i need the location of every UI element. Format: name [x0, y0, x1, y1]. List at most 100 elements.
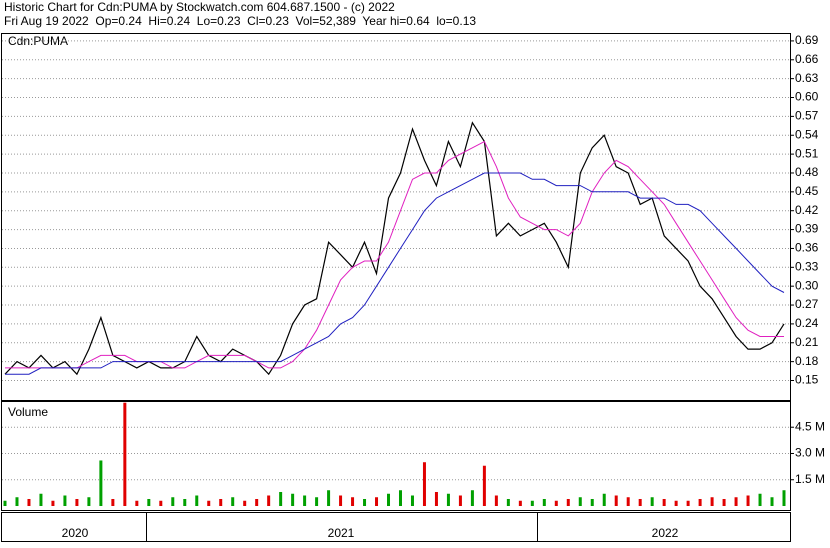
y-tick-label: 0.27: [795, 297, 819, 311]
volume-bar: [267, 495, 271, 506]
volume-bar: [626, 497, 630, 506]
volume-bar: [351, 497, 355, 506]
chart-title: Historic Chart for Cdn:PUMA by Stockwatc…: [4, 0, 395, 14]
y-tick-label: 0.15: [795, 373, 819, 387]
volume-bar: [63, 495, 67, 506]
y-tick-label: 0.36: [795, 241, 819, 255]
volume-bar: [458, 495, 462, 506]
volume-bar: [614, 495, 618, 506]
volume-bar: [518, 500, 522, 506]
y-tick-label: 0.18: [795, 354, 819, 368]
volume-bar: [159, 500, 163, 506]
date-axis: [1, 512, 791, 542]
volume-bar: [27, 498, 31, 506]
volume-bar: [722, 498, 726, 506]
quote-line: Fri Aug 19 2022 Op=0.24 Hi=0.24 Lo=0.23 …: [4, 14, 476, 28]
y-tick-label: 0.45: [795, 184, 819, 198]
volume-bar: [770, 497, 774, 506]
y-tick-label: 0.66: [795, 52, 819, 66]
volume-bar: [590, 498, 594, 506]
y-tick-label: 0.42: [795, 203, 819, 217]
price-line: [5, 140, 784, 369]
volume-bar: [327, 490, 331, 506]
volume-bar: [782, 490, 786, 506]
y-tick-label: 0.57: [795, 109, 819, 123]
volume-bar: [87, 497, 91, 506]
volume-bar: [650, 497, 654, 506]
volume-bar: [99, 460, 103, 506]
volume-bar: [183, 498, 187, 506]
volume-bar: [494, 495, 498, 506]
volume-bar: [602, 493, 606, 506]
volume-bar: [51, 500, 55, 506]
volume-bar: [758, 493, 762, 506]
volume-bar: [171, 497, 175, 506]
volume-bar: [710, 497, 714, 506]
volume-bar: [662, 498, 666, 506]
y-tick-label: 0.24: [795, 316, 819, 330]
volume-bar: [746, 495, 750, 506]
year-label: 2020: [62, 526, 89, 540]
volume-bar: [147, 498, 151, 506]
volume-bar: [279, 491, 283, 506]
volume-bar: [255, 498, 259, 506]
volume-bar: [398, 490, 402, 506]
y-tick-label: 0.39: [795, 222, 819, 236]
volume-bar: [434, 491, 438, 506]
y-tick-label: 0.51: [795, 146, 819, 160]
volume-bar: [674, 500, 678, 506]
volume-bar: [578, 497, 582, 506]
volume-bar: [231, 497, 235, 506]
y-tick-label: 0.30: [795, 278, 819, 292]
volume-bar: [15, 497, 19, 506]
volume-bar: [698, 498, 702, 506]
volume-bar: [75, 498, 79, 506]
volume-bar: [734, 497, 738, 506]
volume-bar: [291, 493, 295, 506]
volume-bar: [422, 462, 426, 506]
volume-bar: [3, 500, 7, 506]
volume-bar: [542, 498, 546, 506]
volume-bar: [303, 495, 307, 506]
volume-bar: [470, 490, 474, 506]
volume-bar: [195, 495, 199, 506]
price-panel: [1, 33, 791, 401]
y-tick-label: 3.0 M: [795, 446, 825, 460]
volume-bar: [375, 497, 379, 506]
volume-bar: [363, 498, 367, 506]
volume-bar: [339, 495, 343, 506]
volume-bar: [315, 497, 319, 506]
price-line: [4, 121, 785, 376]
volume-bar: [39, 493, 43, 506]
y-tick-label: 4.5 M: [795, 419, 825, 433]
year-label: 2022: [652, 526, 679, 540]
volume-bar: [410, 495, 414, 506]
volume-bar: [686, 500, 690, 506]
y-tick-label: 0.69: [795, 33, 819, 47]
volume-bar: [243, 500, 247, 506]
volume-bar: [566, 498, 570, 506]
volume-bar: [530, 500, 534, 506]
y-tick-label: 0.60: [795, 90, 819, 104]
volume-bar: [638, 498, 642, 506]
volume-bar: [123, 402, 127, 506]
volume-bar: [219, 498, 223, 506]
volume-bar: [207, 500, 211, 506]
volume-bar: [554, 500, 558, 506]
y-tick-label: 1.5 M: [795, 472, 825, 486]
y-tick-label: 0.63: [795, 71, 819, 85]
price-line: [5, 172, 785, 375]
volume-bar: [135, 500, 139, 506]
volume-bar: [506, 498, 510, 506]
y-tick-label: 0.33: [795, 259, 819, 273]
volume-bar: [387, 493, 391, 506]
volume-bar: [446, 493, 450, 506]
y-tick-label: 0.54: [795, 127, 819, 141]
volume-bar: [111, 498, 115, 506]
y-tick-label: 0.48: [795, 165, 819, 179]
y-tick-label: 0.21: [795, 335, 819, 349]
year-label: 2021: [328, 526, 355, 540]
